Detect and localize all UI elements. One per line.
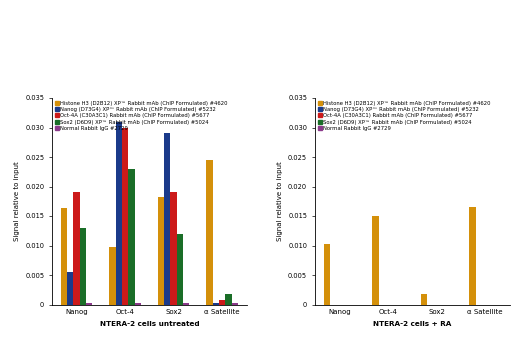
Bar (86, 303, 93, 304)
Bar (421, 294, 427, 304)
Bar (225, 294, 231, 304)
Bar (372, 216, 379, 304)
X-axis label: NTERA-2 cells untreated: NTERA-2 cells untreated (99, 321, 199, 327)
Bar (324, 244, 330, 304)
Bar (115, 121, 122, 304)
Bar (206, 160, 213, 304)
Bar (67, 272, 73, 304)
X-axis label: NTERA-2 cells + RA: NTERA-2 cells + RA (373, 321, 451, 327)
Bar (61, 208, 67, 304)
Bar (171, 193, 177, 304)
Bar (158, 197, 164, 304)
Bar (109, 247, 115, 304)
Bar (128, 169, 135, 304)
Legend: Histone H3 (D2B12) XP™ Rabbit mAb (ChIP Formulated) #4620, Nanog (D73G4) XP™ Rab: Histone H3 (D2B12) XP™ Rabbit mAb (ChIP … (318, 101, 491, 131)
Bar (183, 303, 189, 304)
Y-axis label: Signal relative to input: Signal relative to input (14, 161, 20, 241)
Bar (469, 207, 475, 304)
Bar (135, 303, 141, 304)
Bar (213, 303, 219, 304)
Bar (164, 133, 171, 304)
Bar (177, 234, 183, 304)
Bar (80, 228, 86, 304)
Bar (122, 127, 128, 304)
Bar (219, 300, 225, 304)
Y-axis label: Signal relative to input: Signal relative to input (277, 161, 282, 241)
Legend: Histone H3 (D2B12) XP™ Rabbit mAb (ChIP Formulated) #4620, Nanog (D73G4) XP™ Rab: Histone H3 (D2B12) XP™ Rabbit mAb (ChIP … (55, 101, 228, 131)
Bar (73, 193, 80, 304)
Bar (231, 303, 238, 304)
